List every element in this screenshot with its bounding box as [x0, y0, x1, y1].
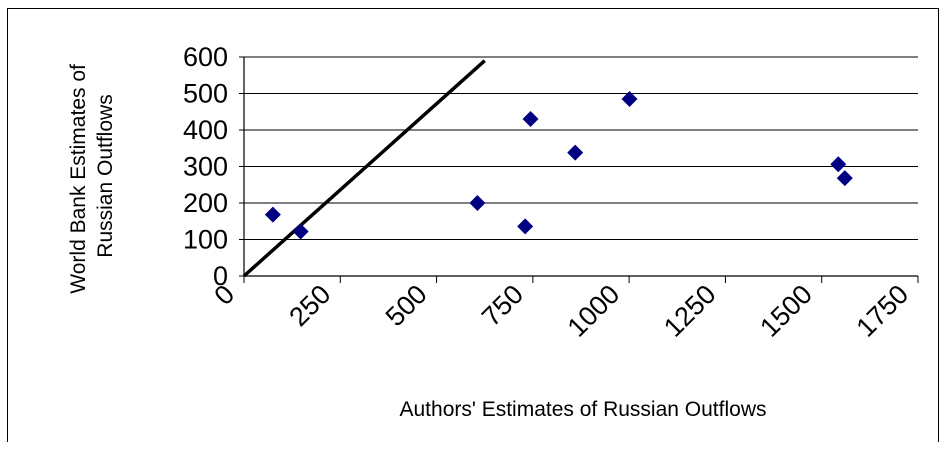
y-axis-title: World Bank Estimates of Russian Outflows	[67, 58, 117, 293]
reference-line	[242, 59, 486, 278]
y-tick-label: 500	[183, 79, 228, 109]
x-tick-labels: 0 250 500 750 1000 1250 1500 1750	[208, 279, 914, 343]
x-tick-label: 1250	[658, 279, 722, 343]
data-point	[469, 195, 486, 211]
chart-frame	[7, 8, 939, 442]
y-tick-label: 100	[183, 225, 228, 255]
y-tick-label: 600	[183, 42, 228, 72]
x-tick-label: 1000	[562, 279, 626, 343]
data-point	[517, 218, 534, 235]
x-tick-label: 750	[476, 279, 529, 332]
data-point	[621, 90, 638, 107]
gridlines	[244, 56, 918, 240]
data-point	[292, 223, 309, 240]
x-axis-title: Authors' Estimates of Russian Outflows	[400, 398, 767, 421]
y-tick-label: 300	[183, 152, 228, 182]
y-axis-title-line-1: World Bank Estimates of	[67, 64, 90, 294]
data-point	[264, 206, 281, 223]
y-axis-title-line-2: Russian Outflows	[94, 94, 117, 257]
y-tick-label: 400	[183, 115, 228, 145]
data-point	[567, 144, 584, 161]
y-tick-label: 200	[183, 188, 228, 218]
data-points	[264, 90, 853, 240]
y-tick-label: 0	[213, 261, 228, 291]
data-point	[836, 170, 853, 187]
x-tick-label: 1750	[851, 279, 915, 343]
reference-line-group	[242, 59, 486, 278]
data-point	[522, 111, 539, 128]
y-tick-labels: 0 100 200 300 400 500 600	[183, 42, 228, 291]
axes	[239, 56, 919, 283]
x-tick-label: 250	[283, 279, 336, 332]
x-tick-label: 500	[380, 279, 433, 332]
data-point	[830, 156, 847, 173]
x-tick-label: 1500	[754, 279, 818, 343]
